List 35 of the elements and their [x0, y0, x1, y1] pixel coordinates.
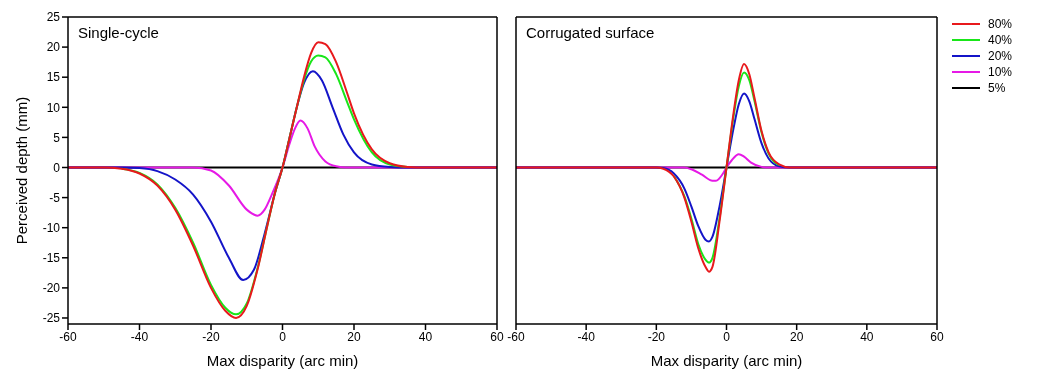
y-tick-label: 20 [46, 40, 61, 55]
y-tick-label: 0 [53, 160, 61, 175]
x-tick-label: 20 [347, 329, 361, 344]
y-tick-label: -20 [42, 281, 61, 296]
x-tick-label: 20 [789, 329, 804, 344]
legend-label: 5% [988, 81, 1006, 95]
legend-label: 80% [988, 17, 1013, 31]
legend-label: 40% [988, 33, 1013, 47]
x-tick-label: -20 [647, 329, 666, 344]
x-tick-label: 60 [930, 329, 944, 344]
y-tick-label: -5 [49, 190, 61, 205]
y-tick-label: 15 [46, 70, 61, 85]
x-tick-label: -60 [507, 329, 525, 344]
x-axis-title: Max disparity (arc min) [650, 352, 803, 369]
y-axis-title: Perceived depth (mm) [13, 96, 31, 245]
y-tick-label: -15 [42, 251, 61, 266]
x-tick-label: -40 [577, 329, 596, 344]
text: Single-cycle [78, 24, 159, 41]
x-tick-label: 60 [490, 329, 504, 344]
x-tick-label: 40 [860, 329, 874, 344]
x-tick-label: 0 [723, 329, 731, 344]
x-tick-label: -20 [202, 329, 220, 344]
x-tick-label: -60 [59, 329, 77, 344]
x-tick-label: 0 [279, 329, 287, 344]
x-tick-label: -40 [130, 329, 149, 344]
legend-label: 10% [988, 65, 1013, 79]
y-tick-label: 10 [46, 100, 61, 115]
text: Corrugated surface [526, 24, 655, 41]
y-tick-label: -10 [42, 220, 61, 235]
y-tick-label: 5 [53, 130, 61, 145]
legend-label: 20% [988, 49, 1013, 63]
x-tick-label: 40 [418, 329, 433, 344]
y-tick-label: 25 [46, 10, 61, 25]
y-tick-label: -25 [42, 311, 61, 326]
x-axis-title: Max disparity (arc min) [206, 352, 359, 369]
